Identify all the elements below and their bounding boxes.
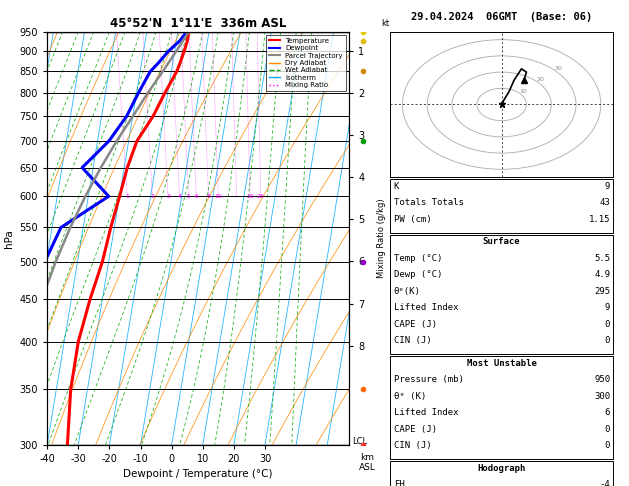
Text: 300: 300 [594, 392, 610, 401]
Text: 0: 0 [604, 320, 610, 329]
Text: Pressure (mb): Pressure (mb) [394, 375, 464, 384]
Text: 6: 6 [604, 408, 610, 417]
Title: 45°52'N  1°11'E  336m ASL: 45°52'N 1°11'E 336m ASL [110, 17, 286, 31]
Text: Temp (°C): Temp (°C) [394, 254, 442, 263]
Text: K: K [394, 182, 399, 191]
Text: θᵉ (K): θᵉ (K) [394, 392, 426, 401]
Text: Totals Totals: Totals Totals [394, 198, 464, 208]
Text: 1.15: 1.15 [589, 215, 610, 224]
Text: Mixing Ratio (g/kg): Mixing Ratio (g/kg) [377, 198, 386, 278]
Text: 5.5: 5.5 [594, 254, 610, 263]
Text: 5: 5 [187, 194, 191, 199]
Text: 6: 6 [194, 194, 198, 199]
Text: 4.9: 4.9 [594, 270, 610, 279]
Text: 8: 8 [206, 194, 211, 199]
Text: 20: 20 [537, 77, 545, 83]
Text: 43: 43 [599, 198, 610, 208]
Text: CIN (J): CIN (J) [394, 441, 431, 451]
Text: © weatheronline.co.uk: © weatheronline.co.uk [453, 471, 550, 480]
Text: Hodograph: Hodograph [477, 464, 526, 473]
Text: 0: 0 [604, 441, 610, 451]
Text: 1: 1 [125, 194, 129, 199]
Y-axis label: hPa: hPa [4, 229, 14, 247]
Text: 295: 295 [594, 287, 610, 296]
Text: 0: 0 [604, 336, 610, 346]
Text: 30: 30 [555, 66, 562, 71]
Legend: Temperature, Dewpoint, Parcel Trajectory, Dry Adiabat, Wet Adiabat, Isotherm, Mi: Temperature, Dewpoint, Parcel Trajectory… [267, 35, 345, 91]
Text: EH: EH [394, 480, 404, 486]
Text: θᵉ(K): θᵉ(K) [394, 287, 421, 296]
Text: 29.04.2024  06GMT  (Base: 06): 29.04.2024 06GMT (Base: 06) [411, 12, 593, 22]
Text: 9: 9 [604, 303, 610, 312]
Text: kt: kt [381, 19, 389, 28]
Text: Most Unstable: Most Unstable [467, 359, 537, 368]
Text: 20: 20 [246, 194, 254, 199]
Text: Lifted Index: Lifted Index [394, 408, 459, 417]
Text: -4: -4 [599, 480, 610, 486]
Text: 2: 2 [150, 194, 155, 199]
Text: 3: 3 [166, 194, 170, 199]
Text: 9: 9 [604, 182, 610, 191]
Text: Surface: Surface [483, 237, 520, 246]
Text: LCL: LCL [352, 437, 367, 446]
Text: 10: 10 [214, 194, 222, 199]
Text: 25: 25 [257, 194, 265, 199]
X-axis label: Dewpoint / Temperature (°C): Dewpoint / Temperature (°C) [123, 469, 273, 479]
Text: PW (cm): PW (cm) [394, 215, 431, 224]
Text: CAPE (J): CAPE (J) [394, 425, 437, 434]
Text: 10: 10 [520, 89, 527, 94]
Text: 0: 0 [604, 425, 610, 434]
Text: 4: 4 [177, 194, 182, 199]
Text: km
ASL: km ASL [359, 453, 376, 472]
Text: CAPE (J): CAPE (J) [394, 320, 437, 329]
Text: 950: 950 [594, 375, 610, 384]
Text: Dewp (°C): Dewp (°C) [394, 270, 442, 279]
Text: CIN (J): CIN (J) [394, 336, 431, 346]
Text: Lifted Index: Lifted Index [394, 303, 459, 312]
